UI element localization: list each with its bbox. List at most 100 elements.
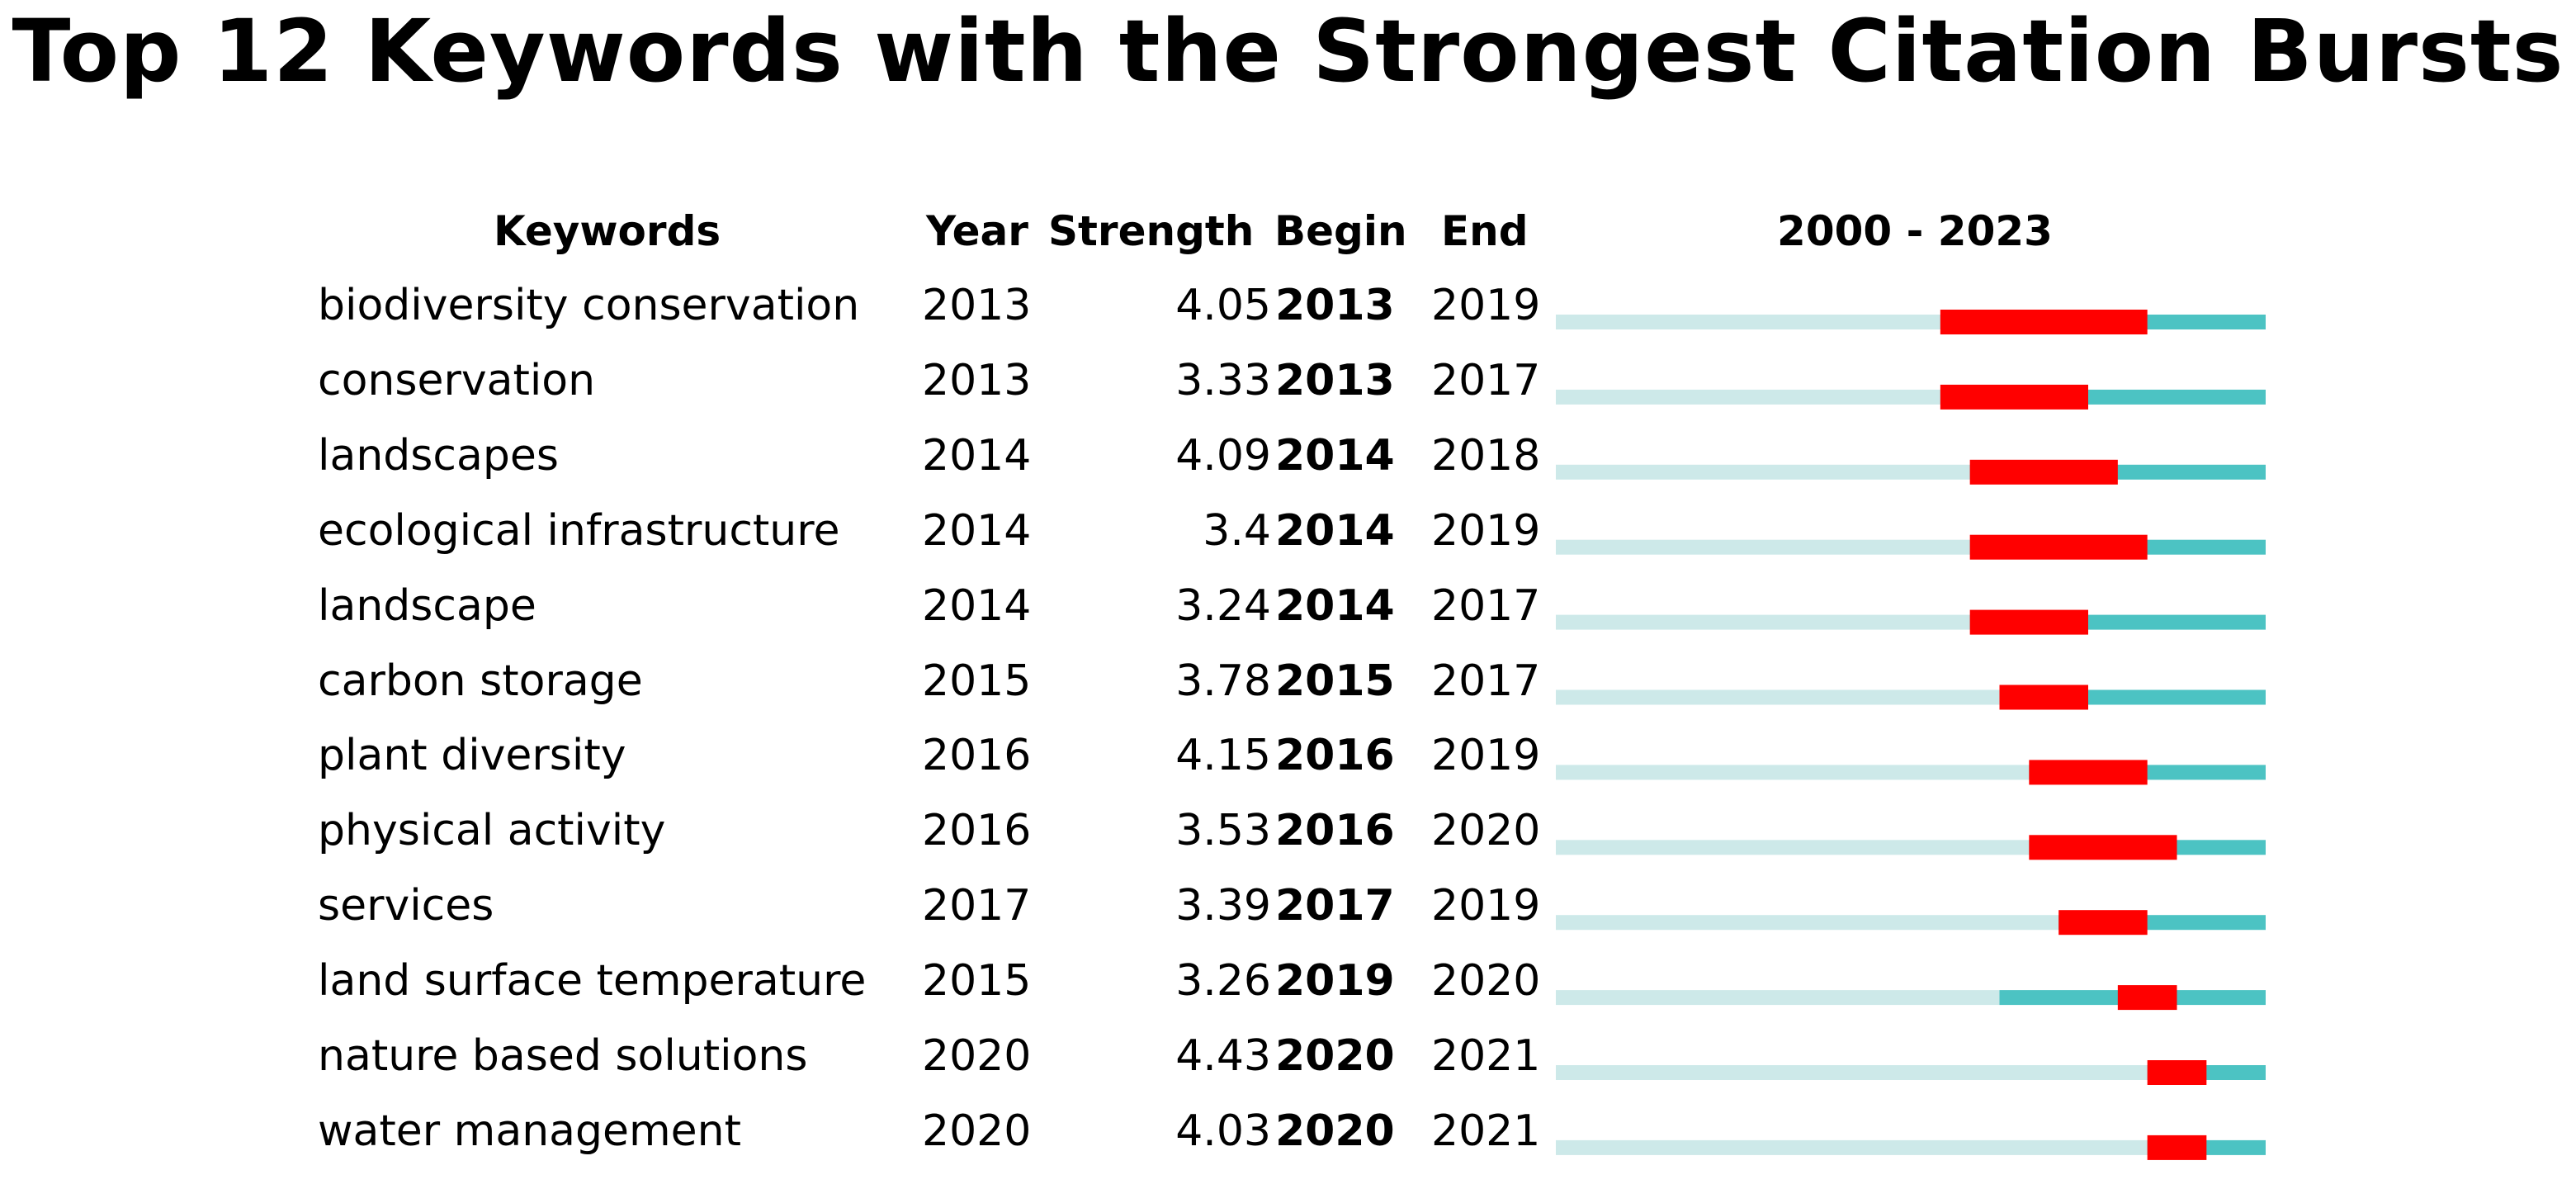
begin-cell: 2017 bbox=[1275, 881, 1395, 931]
burst-bar bbox=[2147, 1060, 2207, 1085]
table-row: services 2017 3.39 2017 2019 bbox=[0, 881, 2576, 955]
header-end: End bbox=[1441, 207, 1529, 255]
table-row: ecological infrastructure 2014 3.4 2014 2019 bbox=[0, 506, 2576, 580]
begin-cell: 2020 bbox=[1275, 1106, 1395, 1156]
header-year-range: 2000 - 2023 bbox=[1777, 207, 2053, 255]
header-year: Year bbox=[926, 207, 1028, 255]
keyword-cell: ecological infrastructure bbox=[318, 505, 840, 556]
burst-bar bbox=[2147, 1135, 2207, 1160]
table-row: landscape 2014 3.24 2014 2017 bbox=[0, 581, 2576, 656]
end-cell: 2017 bbox=[1431, 656, 1541, 706]
strength-cell: 3.24 bbox=[1175, 580, 1271, 631]
end-cell: 2018 bbox=[1431, 430, 1541, 481]
begin-cell: 2014 bbox=[1275, 505, 1395, 556]
strength-cell: 3.26 bbox=[1175, 956, 1271, 1007]
strength-cell: 4.15 bbox=[1175, 731, 1271, 781]
strength-cell: 4.09 bbox=[1175, 430, 1271, 481]
header-begin: Begin bbox=[1274, 207, 1407, 255]
year-cell: 2013 bbox=[922, 281, 1032, 330]
begin-cell: 2016 bbox=[1275, 731, 1395, 781]
pre-appearance-bar bbox=[1556, 1139, 2148, 1155]
year-cell: 2020 bbox=[922, 1031, 1032, 1081]
year-cell: 2013 bbox=[922, 355, 1032, 405]
begin-cell: 2020 bbox=[1275, 1031, 1395, 1081]
pre-appearance-bar bbox=[1556, 990, 2000, 1006]
end-cell: 2019 bbox=[1431, 881, 1541, 931]
strength-cell: 3.78 bbox=[1175, 656, 1271, 706]
end-cell: 2019 bbox=[1431, 281, 1541, 330]
begin-cell: 2014 bbox=[1275, 430, 1395, 481]
burst-bar bbox=[2029, 760, 2148, 785]
year-cell: 2016 bbox=[922, 731, 1032, 781]
pre-appearance-bar bbox=[1556, 915, 2059, 931]
end-cell: 2021 bbox=[1431, 1031, 1541, 1081]
keyword-cell: land surface temperature bbox=[318, 956, 867, 1007]
table-row: physical activity 2016 3.53 2016 2020 bbox=[0, 806, 2576, 880]
pre-appearance-bar bbox=[1556, 1065, 2148, 1080]
table-row: carbon storage 2015 3.78 2015 2017 bbox=[0, 656, 2576, 731]
burst-bar bbox=[2117, 985, 2177, 1011]
year-cell: 2015 bbox=[922, 956, 1032, 1007]
strength-cell: 3.39 bbox=[1175, 881, 1271, 931]
keyword-cell: physical activity bbox=[318, 806, 666, 856]
strength-cell: 4.43 bbox=[1175, 1031, 1271, 1081]
burst-bar bbox=[2029, 835, 2177, 860]
end-cell: 2017 bbox=[1431, 355, 1541, 405]
strength-cell: 3.33 bbox=[1175, 355, 1271, 405]
burst-bar bbox=[1969, 609, 2088, 635]
header-strength: Strength bbox=[1048, 207, 1255, 255]
year-cell: 2017 bbox=[922, 881, 1032, 931]
strength-cell: 4.03 bbox=[1175, 1106, 1271, 1156]
table-row: nature based solutions 2020 4.43 2020 2021 bbox=[0, 1031, 2576, 1106]
pre-appearance-bar bbox=[1556, 840, 2030, 855]
pre-appearance-bar bbox=[1556, 464, 1970, 480]
pre-appearance-bar bbox=[1556, 315, 1940, 329]
keyword-cell: biodiversity conservation bbox=[318, 281, 860, 330]
keyword-cell: plant diversity bbox=[318, 731, 626, 781]
keyword-cell: carbon storage bbox=[318, 656, 643, 706]
year-cell: 2014 bbox=[922, 430, 1032, 481]
table-row: conservation 2013 3.33 2013 2017 bbox=[0, 356, 2576, 430]
pre-appearance-bar bbox=[1556, 614, 1970, 630]
keyword-cell: services bbox=[318, 881, 494, 931]
end-cell: 2017 bbox=[1431, 580, 1541, 631]
year-cell: 2016 bbox=[922, 806, 1032, 856]
year-cell: 2014 bbox=[922, 580, 1032, 631]
strength-cell: 3.53 bbox=[1175, 806, 1271, 856]
burst-bar bbox=[1940, 310, 2148, 334]
begin-cell: 2013 bbox=[1275, 281, 1395, 330]
strength-cell: 3.4 bbox=[1203, 505, 1271, 556]
keyword-cell: nature based solutions bbox=[318, 1031, 808, 1081]
pre-appearance-bar bbox=[1556, 539, 1970, 555]
pre-appearance-bar bbox=[1556, 765, 2030, 780]
header-keywords: Keywords bbox=[494, 207, 721, 255]
burst-bar bbox=[1969, 534, 2148, 560]
year-cell: 2020 bbox=[922, 1106, 1032, 1156]
pre-appearance-bar bbox=[1556, 389, 1940, 405]
begin-cell: 2016 bbox=[1275, 806, 1395, 856]
burst-bar bbox=[1999, 685, 2088, 710]
table-row: plant diversity 2016 4.15 2016 2019 bbox=[0, 731, 2576, 805]
chart-title: Top 12 Keywords with the Strongest Citat… bbox=[12, 1, 2564, 102]
begin-cell: 2015 bbox=[1275, 656, 1395, 706]
end-cell: 2019 bbox=[1431, 505, 1541, 556]
table-row: biodiversity conservation 2013 4.05 2013 201… bbox=[0, 281, 2576, 355]
end-cell: 2020 bbox=[1431, 806, 1541, 856]
keyword-cell: water management bbox=[318, 1106, 742, 1156]
strength-cell: 4.05 bbox=[1175, 281, 1271, 330]
begin-cell: 2013 bbox=[1275, 355, 1395, 405]
burst-bar bbox=[1969, 459, 2118, 485]
begin-cell: 2019 bbox=[1275, 956, 1395, 1007]
begin-cell: 2014 bbox=[1275, 580, 1395, 631]
keyword-cell: landscapes bbox=[318, 430, 559, 481]
end-cell: 2021 bbox=[1431, 1106, 1541, 1156]
year-cell: 2015 bbox=[922, 656, 1032, 706]
end-cell: 2019 bbox=[1431, 731, 1541, 781]
keyword-cell: landscape bbox=[318, 580, 536, 631]
end-cell: 2020 bbox=[1431, 956, 1541, 1007]
keyword-cell: conservation bbox=[318, 355, 596, 405]
pre-appearance-bar bbox=[1556, 689, 2000, 705]
burst-bar bbox=[1940, 384, 2088, 410]
table-row: land surface temperature 2015 3.26 2019 2020 bbox=[0, 956, 2576, 1030]
